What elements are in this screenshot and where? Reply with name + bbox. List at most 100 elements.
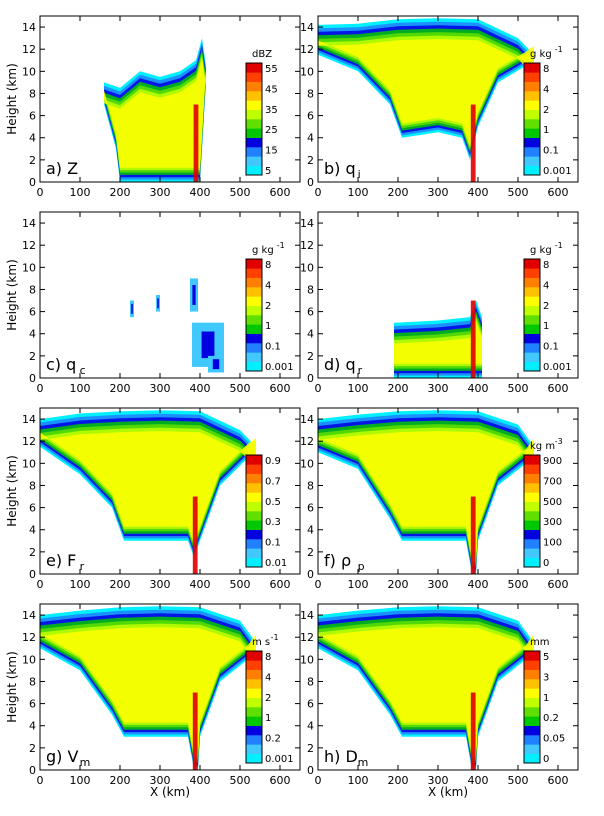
colorbar-tick-label: 8 [265,260,271,271]
x-tick-label: 600 [548,186,569,199]
y-tick-label: 8 [29,283,36,296]
x-tick-label: 500 [230,578,251,591]
colorbar-tick-label: 2 [265,301,271,312]
colorbar-bin [524,455,540,465]
colorbar-tick-label: 0.2 [543,713,559,724]
colorbar-bin [246,501,262,512]
colorbar-bin [246,119,262,129]
field-core [192,692,198,770]
y-tick-label: 6 [29,110,36,123]
y-tick-label: 0 [307,372,314,385]
y-tick-label: 14 [300,217,314,230]
x-tick-label: 500 [508,774,529,787]
colorbar-bin [524,324,540,334]
y-tick-label: 4 [29,524,36,537]
field [130,278,224,373]
x-tick-label: 0 [37,578,44,591]
colorbar-bin [246,352,262,362]
colorbar-bin [246,735,262,745]
colorbar-bin [246,753,262,764]
colorbar-bin [246,63,262,73]
colorbar-units-exponent: -3 [555,437,563,446]
colorbar-units: g kg [530,49,552,60]
colorbar-bin [524,91,540,101]
colorbar-bin [524,725,540,736]
colorbar-bin [246,651,262,661]
colorbar-frame [245,650,263,764]
colorbar-tick-label: 15 [265,146,278,157]
colorbar-frame [523,650,541,764]
colorbar-bin [524,520,540,530]
colorbar-bin [524,697,540,708]
y-tick-label: 8 [307,283,314,296]
colorbar-tick-label: 4 [265,672,271,683]
colorbar-bin [524,492,540,502]
field-patch-core [192,285,196,305]
colorbar-tick-label: 1 [543,321,549,332]
y-tick-label: 10 [300,653,314,666]
colorbar-bin [246,679,262,689]
field-core [470,300,476,378]
panel-label: e) F [46,551,76,570]
y-tick-label: 0 [307,176,314,189]
colorbar-bin [246,324,262,334]
colorbar-tick-label: 700 [543,476,562,487]
colorbar-tick-label: 2 [543,301,549,312]
y-tick-label: 6 [307,306,314,319]
colorbar-tick-label: 0.1 [543,342,559,353]
colorbar-tick-label: 8 [543,260,549,271]
colorbar-bin [246,688,262,698]
y-tick-label: 4 [29,132,36,145]
panel-a-z: 0 100 200 300 400 500 600 0 2 4 6 8 10 12 14 Height (km… [5,15,301,199]
y-tick-label: 0 [29,764,36,777]
x-tick-label: 400 [190,186,211,199]
field-band [318,39,534,146]
y-tick-label: 10 [22,261,36,274]
panel-label-subscript: r [358,364,363,377]
field-band [318,431,534,560]
x-tick-label: 300 [428,578,449,591]
colorbar-tick-label: 0.3 [265,517,281,528]
colorbar-bin [524,109,540,120]
field-patch-core [212,359,220,370]
colorbar-bin [524,268,540,278]
colorbar-bin [246,333,262,344]
y-tick-label: 10 [22,457,36,470]
colorbar-bin [524,137,540,148]
y-tick-label: 12 [22,435,36,448]
colorbar-bin [524,679,540,689]
colorbar-tick-label: 45 [265,84,278,95]
x-tick-label: 200 [388,186,409,199]
x-tick-label: 500 [230,186,251,199]
colorbar-tick-label: 0.001 [543,166,572,177]
colorbar-bin [246,305,262,316]
field-core [470,692,476,770]
colorbar-tick-label: 0.7 [265,476,281,487]
colorbar-bin [524,119,540,129]
colorbar-bin [524,352,540,362]
x-tick-label: 100 [348,382,369,395]
colorbar-bin [524,72,540,82]
y-tick-label: 12 [300,43,314,56]
panel-label-subscript: r [80,560,85,573]
colorbar-bin [524,548,540,558]
colorbar-tick-label: 0.1 [265,342,281,353]
x-tick-label: 400 [190,774,211,787]
y-tick-label: 0 [307,764,314,777]
colorbar-bin [246,128,262,138]
x-tick-label: 100 [348,578,369,591]
x-tick-label: 500 [508,578,529,591]
x-axis-label: X (km) [428,785,468,799]
colorbar-bin [524,315,540,325]
field-band [318,627,534,756]
colorbar-tick-label: 8 [543,64,549,75]
y-tick-label: 14 [300,609,314,622]
colorbar-bin [246,343,262,353]
colorbar-bin [524,529,540,540]
y-tick-label: 4 [307,720,314,733]
colorbar-bin [524,464,540,474]
y-tick-label: 14 [22,217,36,230]
panel-label-subscript: c [80,364,86,377]
